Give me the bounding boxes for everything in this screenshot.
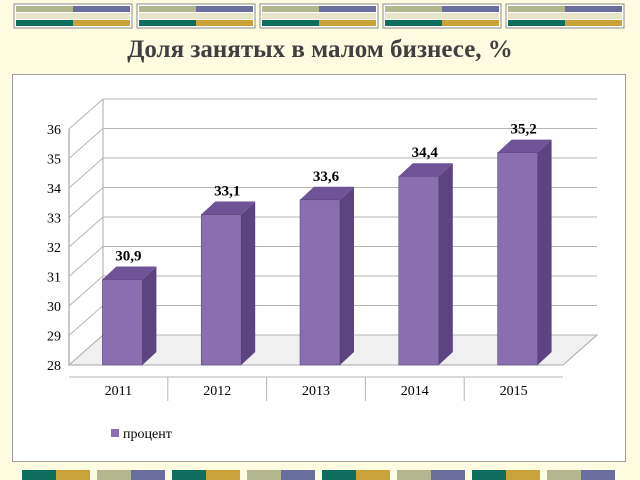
x-tick-label: 2012 <box>203 384 231 399</box>
deco-bar <box>131 470 165 480</box>
deco-bar <box>385 13 499 19</box>
deco-bar <box>56 470 90 480</box>
y-tick-label: 30 <box>47 300 61 315</box>
y-tick-label: 33 <box>47 212 61 227</box>
slide-title: Доля занятых в малом бизнесе, % <box>127 36 513 63</box>
deco-bar <box>472 470 506 480</box>
bar-top <box>201 201 256 215</box>
deco-bar <box>16 20 73 26</box>
bar-side <box>142 266 157 365</box>
deco-bar <box>506 470 540 480</box>
deco-bar <box>565 20 622 26</box>
deco-bar <box>442 20 499 26</box>
deco-bar <box>97 470 131 480</box>
deco-bar <box>73 20 130 26</box>
bar-top <box>300 186 354 200</box>
y-tick-label: 29 <box>47 330 61 345</box>
deco-bar <box>262 20 319 26</box>
bar-front <box>200 214 242 366</box>
x-tick-label: 2011 <box>105 384 132 399</box>
bottom-decoration-strip <box>22 470 615 480</box>
y-tick-label: 36 <box>47 123 61 138</box>
deco-bar <box>581 470 615 480</box>
deco-bar <box>508 6 565 12</box>
data-label: 30,9 <box>115 248 141 264</box>
x-tick-label: 2013 <box>302 384 330 399</box>
bar <box>102 266 157 366</box>
deco-bar <box>281 470 315 480</box>
deco-bar <box>547 470 581 480</box>
deco-bar <box>73 6 130 12</box>
bar-front <box>299 199 341 366</box>
data-label: 35,2 <box>510 122 536 138</box>
x-tick-label: 2014 <box>401 384 429 399</box>
bar-top <box>102 266 157 280</box>
deco-bar <box>16 6 73 12</box>
data-label: 33,1 <box>214 184 240 200</box>
bar <box>497 139 552 366</box>
deco-bar <box>508 20 565 26</box>
bar-side <box>438 163 453 365</box>
bar-front <box>102 279 143 366</box>
bar <box>299 186 354 366</box>
deco-bar <box>16 13 130 19</box>
deco-bar <box>322 470 356 480</box>
deco-bar <box>139 13 253 19</box>
deco-bar <box>139 20 196 26</box>
deco-bar <box>508 13 622 19</box>
deco-bar <box>196 6 253 12</box>
x-tick-label: 2015 <box>500 384 528 399</box>
bar-side <box>241 201 256 365</box>
legend-swatch <box>111 429 119 437</box>
bar <box>398 163 453 366</box>
y-tick-label: 35 <box>47 153 61 168</box>
deco-block <box>136 3 256 29</box>
y-tick-label: 31 <box>47 271 61 286</box>
top-decoration-strip <box>13 3 625 29</box>
deco-block <box>259 3 379 29</box>
deco-block <box>382 3 502 29</box>
data-label: 34,4 <box>412 145 439 161</box>
deco-bar <box>262 6 319 12</box>
bar-top <box>497 139 552 153</box>
deco-bar <box>206 470 240 480</box>
data-label: 33,6 <box>313 169 340 185</box>
legend: процент <box>111 427 172 442</box>
deco-bar <box>196 20 253 26</box>
gridline <box>68 128 597 159</box>
legend-label: процент <box>123 427 172 442</box>
y-tick-label: 34 <box>47 182 61 197</box>
y-tick-label: 28 <box>47 359 61 374</box>
deco-bar <box>442 6 499 12</box>
bar-side <box>340 186 354 365</box>
deco-bar <box>565 6 622 12</box>
deco-bar <box>319 6 376 12</box>
bar-chart: 28 29 30 31 32 33 34 35 36 30,9 2011 33,1 2012 33,6 20… <box>47 98 599 442</box>
bar <box>200 201 256 366</box>
y-tick-label: 32 <box>47 241 61 256</box>
deco-bar <box>397 470 431 480</box>
deco-bar <box>385 20 442 26</box>
bar-front <box>497 152 538 366</box>
bar-front <box>398 175 440 366</box>
deco-bar <box>22 470 56 480</box>
chart-frame: 28 29 30 31 32 33 34 35 36 30,9 2011 33,1 2012 33,6 20… <box>12 74 626 462</box>
bar-top <box>398 163 453 177</box>
deco-bar <box>139 6 196 12</box>
deco-bar <box>385 6 442 12</box>
deco-block <box>13 3 133 29</box>
deco-bar <box>319 20 376 26</box>
gridline <box>68 157 597 189</box>
deco-block <box>505 3 625 29</box>
gridline <box>68 98 597 130</box>
deco-bar <box>247 470 281 480</box>
deco-bar <box>172 470 206 480</box>
bar-side <box>537 139 552 365</box>
deco-bar <box>262 13 376 19</box>
deco-bar <box>356 470 390 480</box>
deco-bar <box>431 470 465 480</box>
